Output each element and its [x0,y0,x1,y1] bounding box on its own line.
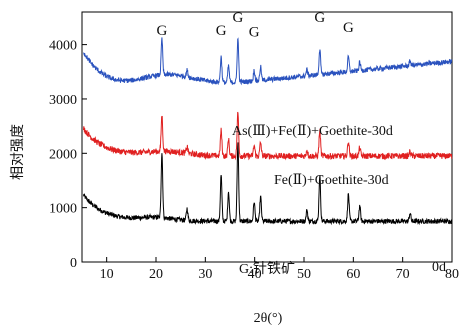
peak-label-g: G [314,10,325,26]
x-tick-label: 60 [346,267,360,282]
x-tick-label: 80 [445,267,459,282]
y-tick-label: 2000 [49,147,77,162]
series-line-2 [83,37,453,86]
series-line-1 [82,111,453,161]
peak-label-g: G [249,24,260,40]
x-tick-label: 10 [100,267,114,282]
plot-frame [81,11,453,263]
red-series-label: Fe(Ⅱ)+Goethite-30d [274,173,389,188]
y-tick-label: 4000 [49,39,77,54]
y-tick-label: 3000 [49,93,77,108]
x-axis-label: 2θ(°) [254,311,283,326]
x-tick-label: 40 [248,267,262,282]
peak-label-g: G [216,23,227,39]
blue-series-label: As(Ⅲ)+Fe(Ⅱ)+Goethite-30d [232,124,393,139]
x-tick-label: 20 [149,267,163,282]
x-tick-label: 70 [396,267,410,282]
x-tick-label: 30 [198,267,212,282]
y-axis-label: 相对强度 [10,124,26,180]
x-tick-label: 50 [297,267,311,282]
peak-label-g: G [343,20,354,36]
goethite-legend-note: G:针铁矿 [239,261,295,277]
peak-label-g: G [232,10,243,26]
series-line-0 [82,142,453,226]
y-tick-label: 1000 [49,202,77,217]
y-tick-label: 0 [70,256,77,271]
peak-label-g: G [156,23,167,39]
black-series-label: 0d [432,260,446,275]
